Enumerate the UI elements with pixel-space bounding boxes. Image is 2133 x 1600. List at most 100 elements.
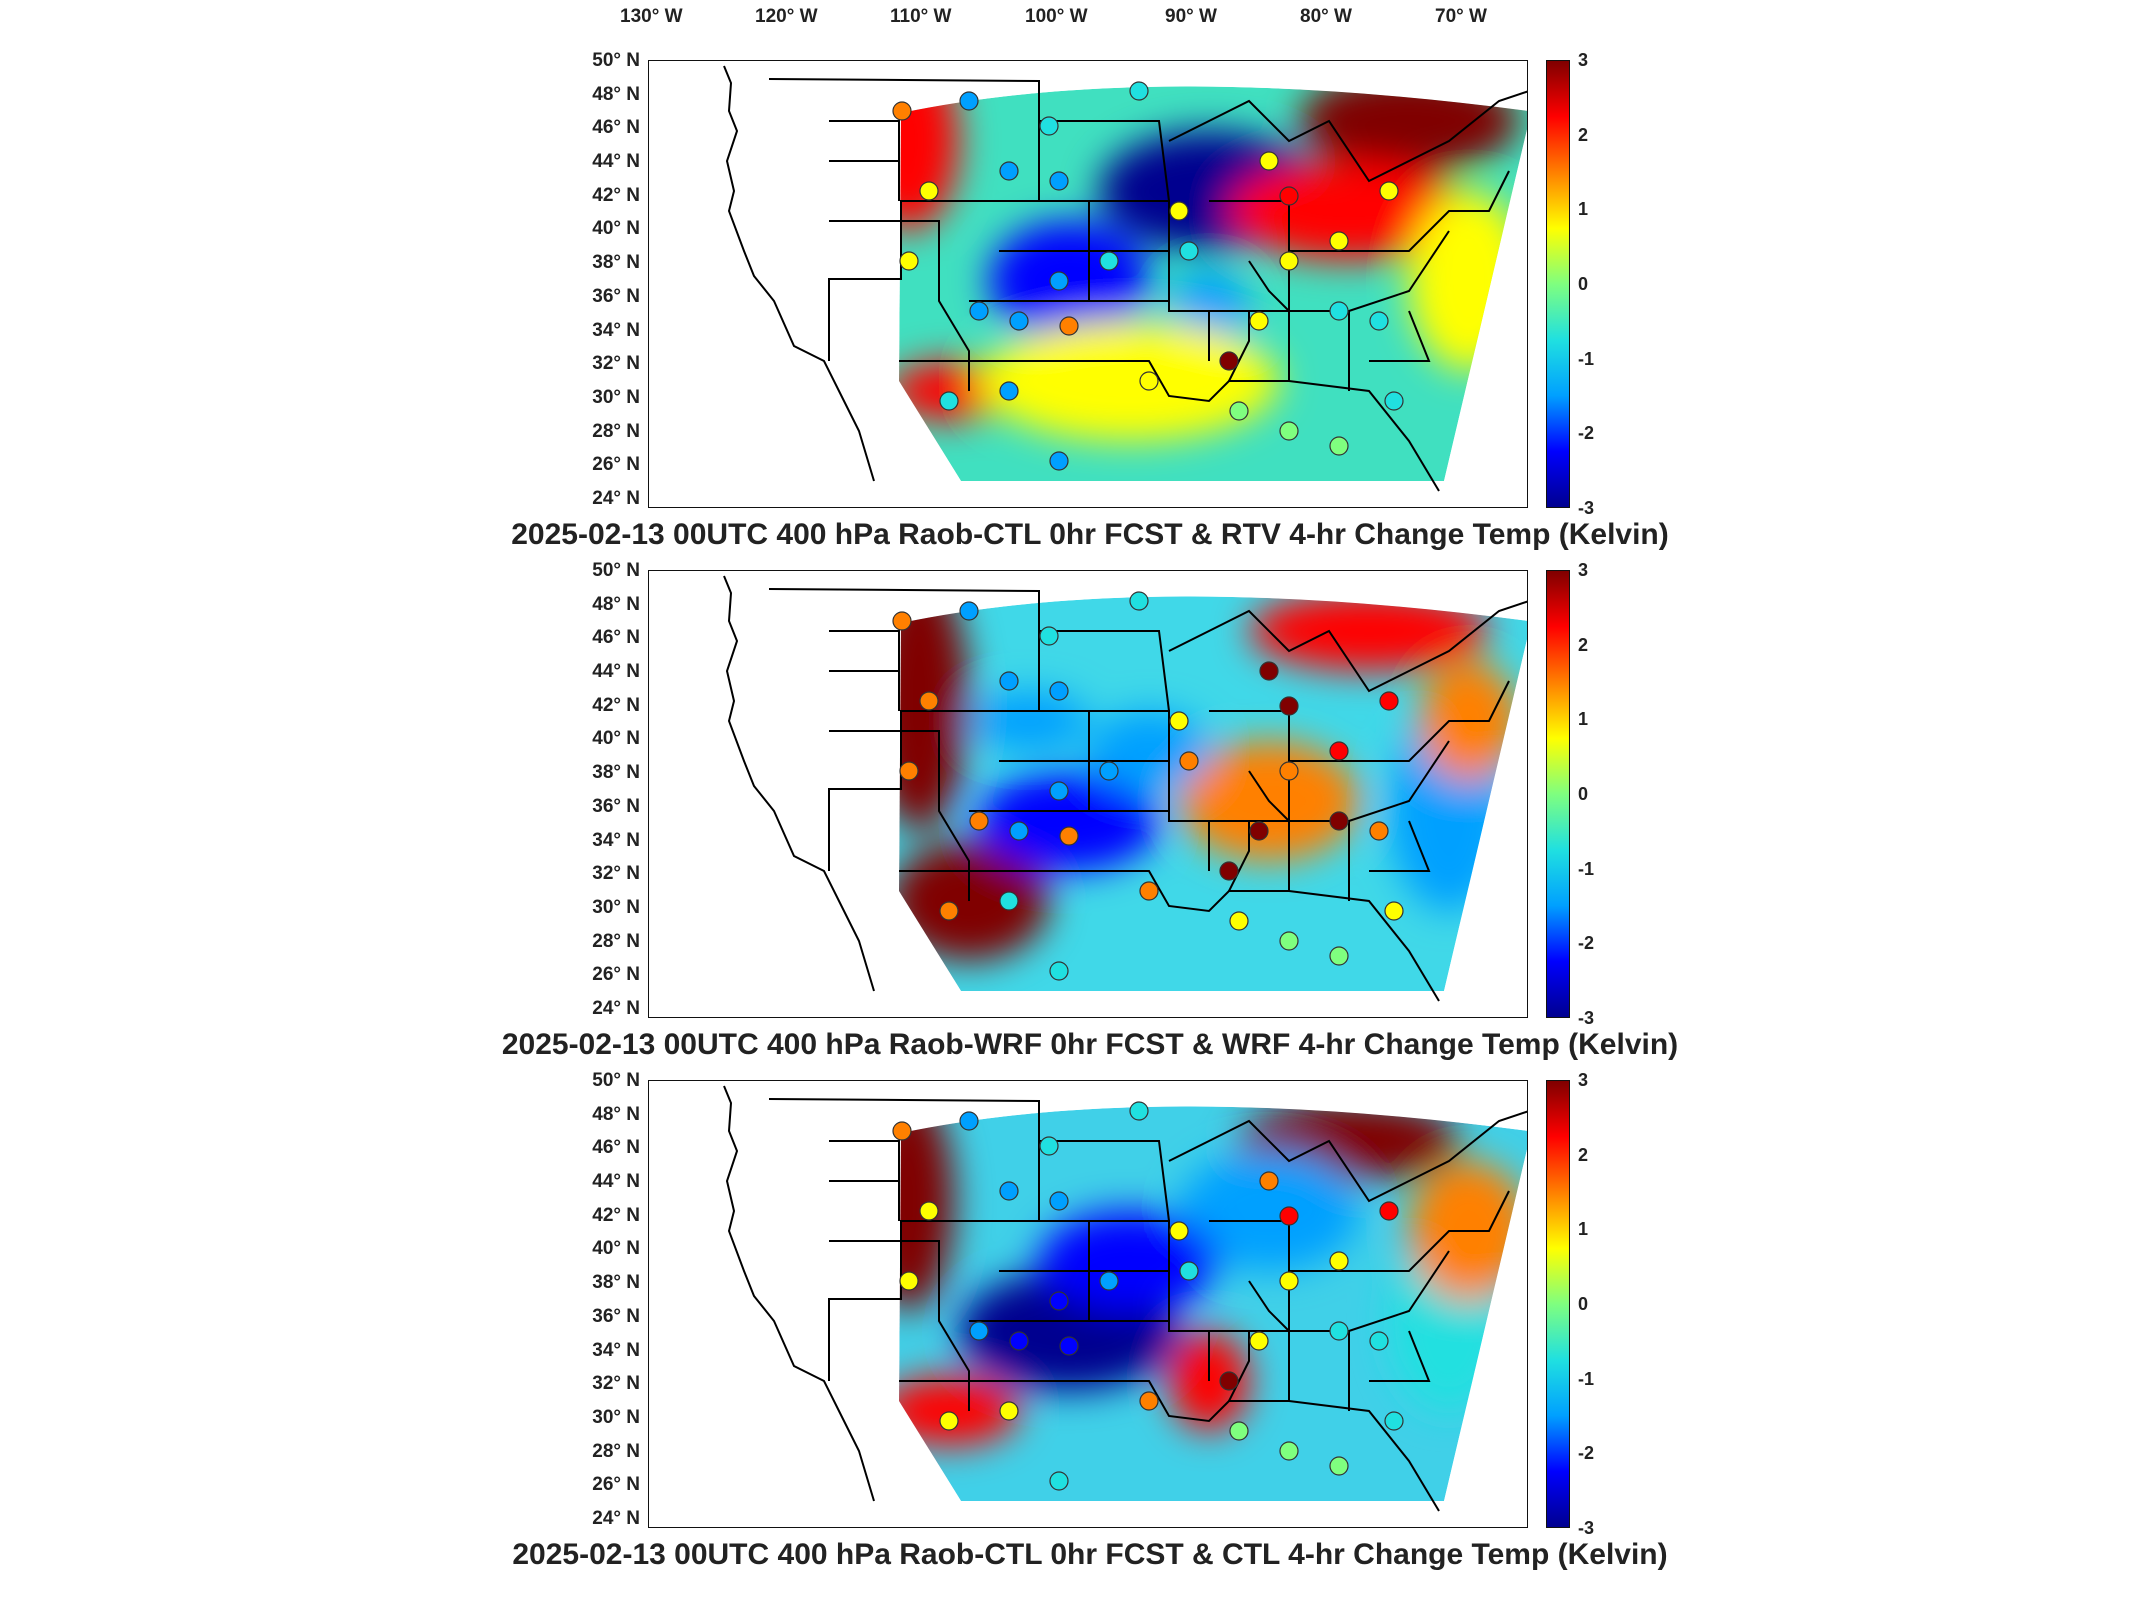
lat-label: 40° N xyxy=(592,728,640,750)
circle-icon xyxy=(1059,316,1079,336)
state-boundary-lines xyxy=(723,575,1527,1002)
lat-label: 24° N xyxy=(592,998,640,1019)
circle-icon xyxy=(1279,1441,1299,1461)
lat-label: 34° N xyxy=(592,829,640,851)
lon-label: 70° W xyxy=(1435,6,1487,27)
circle-icon xyxy=(1329,1456,1349,1476)
circle-icon xyxy=(1369,1331,1389,1351)
panel-title: 2025-02-13 00UTC 400 hPa Raob-CTL 0hr FC… xyxy=(512,1538,1668,1571)
circle-icon xyxy=(1259,661,1279,681)
temperature-map xyxy=(723,1085,1527,1512)
lat-label: 36° N xyxy=(592,1305,640,1327)
circle-icon xyxy=(1129,81,1149,101)
lat-label: 28° N xyxy=(592,930,640,952)
temperature-anomaly-blob xyxy=(979,771,1159,871)
lon-label: 110° W xyxy=(890,6,952,27)
temperature-anomaly-blob xyxy=(1179,1151,1359,1271)
colorbar-tick-label: 3 xyxy=(1578,50,1589,70)
lat-label: 40° N xyxy=(592,218,640,240)
circle-icon xyxy=(1369,311,1389,331)
lat-label: 46° N xyxy=(592,627,640,649)
circle-icon xyxy=(1279,251,1299,271)
lat-label: 36° N xyxy=(592,285,640,307)
circle-icon xyxy=(1009,1331,1029,1351)
lat-label: 32° N xyxy=(592,353,640,375)
lat-label: 26° N xyxy=(592,454,640,476)
temperature-field xyxy=(899,86,1527,481)
circle-icon xyxy=(1049,961,1069,981)
circle-icon xyxy=(1099,251,1119,271)
circle-icon xyxy=(959,1111,979,1131)
circle-icon xyxy=(1379,1201,1399,1221)
circle-icon xyxy=(1179,241,1199,261)
colorbar-tick-label: 3 xyxy=(1578,560,1589,580)
circle-icon xyxy=(1039,1136,1059,1156)
lat-label: 44° N xyxy=(592,151,640,173)
circle-icon xyxy=(1279,1206,1299,1226)
circle-icon xyxy=(1229,401,1249,421)
circle-icon xyxy=(1369,821,1389,841)
circle-icon xyxy=(1259,151,1279,171)
colorbar-tick-label: -2 xyxy=(1578,423,1595,444)
circle-icon xyxy=(999,161,1019,181)
lat-label: 44° N xyxy=(592,661,640,683)
circle-icon xyxy=(1219,351,1239,371)
station-markers xyxy=(892,81,1404,471)
temperature-anomaly-blob xyxy=(1299,86,1519,171)
colorbar xyxy=(1546,1080,1570,1528)
lat-label: 36° N xyxy=(592,795,640,817)
lat-label: 46° N xyxy=(592,1137,640,1159)
lat-label: 34° N xyxy=(592,319,640,341)
circle-icon xyxy=(1169,711,1189,731)
temperature-anomaly-blob xyxy=(1089,711,1209,791)
circle-icon xyxy=(1379,181,1399,201)
colorbar-tick-label: 0 xyxy=(1578,274,1589,294)
circle-icon xyxy=(1329,1321,1349,1341)
lat-label: 42° N xyxy=(592,694,640,716)
temperature-anomaly-blob xyxy=(1249,596,1489,671)
colorbar-tick-label: -3 xyxy=(1578,498,1595,518)
circle-icon xyxy=(1279,761,1299,781)
map-frame xyxy=(648,60,1528,508)
circle-icon xyxy=(1229,1421,1249,1441)
circle-icon xyxy=(999,1181,1019,1201)
circle-icon xyxy=(1329,231,1349,251)
lat-label: 28° N xyxy=(592,420,640,442)
lat-label: 40° N xyxy=(592,1238,640,1260)
circle-icon xyxy=(1384,901,1404,921)
circle-icon xyxy=(1329,301,1349,321)
circle-icon xyxy=(1329,946,1349,966)
lat-label: 32° N xyxy=(592,863,640,885)
circle-icon xyxy=(1329,436,1349,456)
colorbar-tick-label: 1 xyxy=(1578,199,1589,220)
temperature-anomaly-blob xyxy=(899,1106,954,1311)
lat-label: 26° N xyxy=(592,1474,640,1496)
circle-icon xyxy=(959,91,979,111)
circle-icon xyxy=(1249,1331,1269,1351)
circle-icon xyxy=(1139,1391,1159,1411)
circle-icon xyxy=(1329,741,1349,761)
lat-label: 24° N xyxy=(592,1508,640,1529)
map-panel: 50° N 48° N 46° N 44° N 42° N 40° N 38° N 36° N… xyxy=(0,1070,2133,1590)
temperature-map xyxy=(723,575,1527,1002)
lat-label: 50° N xyxy=(592,1070,640,1091)
circle-icon xyxy=(1279,696,1299,716)
circle-icon xyxy=(1049,1191,1069,1211)
circle-icon xyxy=(1279,186,1299,206)
circle-icon xyxy=(1229,911,1249,931)
lat-label: 28° N xyxy=(592,1440,640,1462)
circle-icon xyxy=(919,691,939,711)
temperature-anomaly-blob xyxy=(899,596,969,831)
lat-label: 38° N xyxy=(592,1272,640,1294)
lat-label: 46° N xyxy=(592,117,640,139)
circle-icon xyxy=(999,1401,1019,1421)
circle-icon xyxy=(969,301,989,321)
colorbar-tick-label: -3 xyxy=(1578,1518,1595,1538)
panel-title: 2025-02-13 00UTC 400 hPa Raob-WRF 0hr FC… xyxy=(501,1028,1679,1061)
lat-label: 34° N xyxy=(592,1339,640,1361)
station-markers xyxy=(892,591,1404,981)
lat-label: 38° N xyxy=(592,252,640,274)
circle-icon xyxy=(1259,1171,1279,1191)
circle-icon xyxy=(969,1321,989,1341)
lon-label: 90° W xyxy=(1165,6,1217,27)
